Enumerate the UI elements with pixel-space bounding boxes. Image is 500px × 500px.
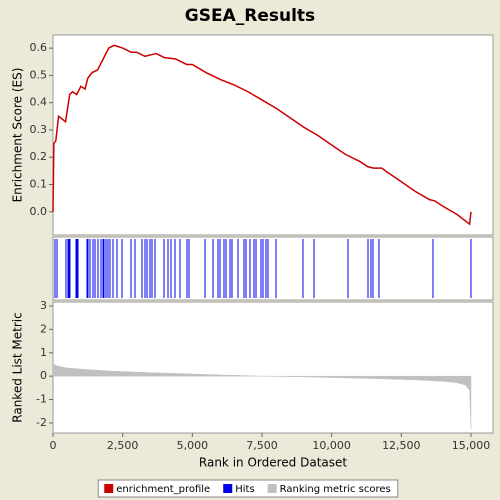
y-tick-label: 0.4 <box>30 96 48 109</box>
y-tick-label: 0.3 <box>30 123 48 136</box>
y-tick-label: 0.5 <box>30 68 48 81</box>
chart-title: GSEA_Results <box>185 6 315 26</box>
legend-swatch <box>104 484 114 493</box>
y-tick-label: -2 <box>36 416 47 429</box>
enrichment-line <box>52 44 472 226</box>
y-tick-label: 1 <box>40 346 47 359</box>
x-axis-label: Rank in Ordered Dataset <box>199 456 347 470</box>
plot-area <box>52 301 494 434</box>
x-tick-label: 10,000 <box>312 439 351 452</box>
x-tick-label: 2,500 <box>107 439 139 452</box>
metric-area <box>52 362 472 429</box>
y-axis-label: Enrichment Score (ES) <box>11 68 25 203</box>
legend-box <box>97 479 399 498</box>
legend-swatch <box>223 484 233 493</box>
y-tick-label: 0.6 <box>30 41 48 54</box>
legend-label: Hits <box>235 484 254 495</box>
y-tick-label: 0.0 <box>30 205 48 218</box>
x-tick-label: 7,500 <box>246 439 278 452</box>
legend-label: enrichment_profile <box>116 484 210 495</box>
x-tick-label: 0 <box>50 439 57 452</box>
y-tick-label: 2 <box>40 322 47 335</box>
plot-area <box>52 34 494 236</box>
x-tick-label: 15,000 <box>452 439 491 452</box>
y-tick-label: 3 <box>40 299 47 312</box>
y-tick-label: 0.2 <box>30 150 48 163</box>
legend-label: Ranking metric scores <box>280 484 391 495</box>
y-tick-label: -1 <box>36 393 47 406</box>
plot-area <box>52 236 494 301</box>
legend-swatch <box>267 484 277 493</box>
x-tick-label: 12,500 <box>382 439 421 452</box>
y-tick-label: 0 <box>40 369 47 382</box>
x-tick-label: 5,000 <box>177 439 209 452</box>
y-axis-label: Ranked List Metric <box>11 312 25 422</box>
y-tick-label: 0.1 <box>30 178 48 191</box>
